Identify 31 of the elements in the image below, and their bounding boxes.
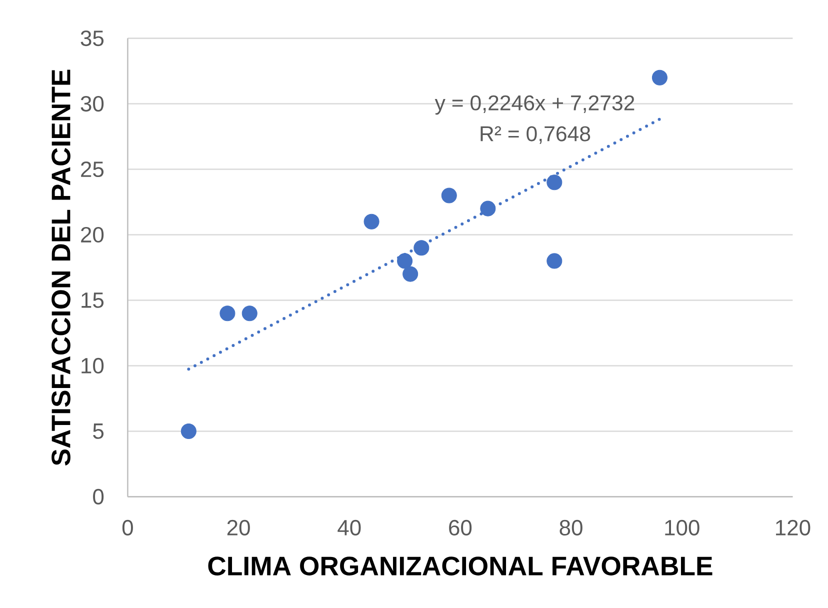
x-tick-label: 80 xyxy=(560,520,582,536)
point xyxy=(364,214,380,230)
point xyxy=(402,266,418,282)
x-tick-label: 100 xyxy=(665,520,700,536)
annotation: y = 0,2246x + 7,2732 xyxy=(434,95,634,115)
y-tick-label: 5 xyxy=(93,424,104,439)
point xyxy=(652,70,668,86)
y-tick-label: 30 xyxy=(80,96,104,112)
x-tick-label: 120 xyxy=(776,520,810,536)
x-tick-label: 20 xyxy=(227,520,250,536)
point xyxy=(220,306,236,322)
point xyxy=(180,423,196,439)
annotation: R² = 0,7648 xyxy=(480,126,590,144)
point xyxy=(397,253,413,269)
y-tick-label: 25 xyxy=(81,161,104,178)
point xyxy=(242,306,258,322)
y-tick-label: 15 xyxy=(82,292,104,308)
y-tick-label: 20 xyxy=(81,226,104,243)
x-tick-label: 0 xyxy=(122,520,133,536)
y-tick-label: 10 xyxy=(82,358,104,374)
point xyxy=(414,240,430,256)
x-tick-label: 60 xyxy=(449,520,472,536)
point xyxy=(546,253,562,269)
x-tick-label: 40 xyxy=(338,520,361,536)
point xyxy=(441,188,457,204)
point xyxy=(546,174,562,190)
y-tick-label: 0 xyxy=(93,488,104,504)
x-axis-title: CLIMA ORGANIZACIONAL FAVORABLE xyxy=(208,556,712,576)
y-tick-label: 35 xyxy=(80,30,104,46)
y-axis-title: SATISFACCION DEL PACIENTE xyxy=(52,70,70,466)
point xyxy=(480,200,496,216)
